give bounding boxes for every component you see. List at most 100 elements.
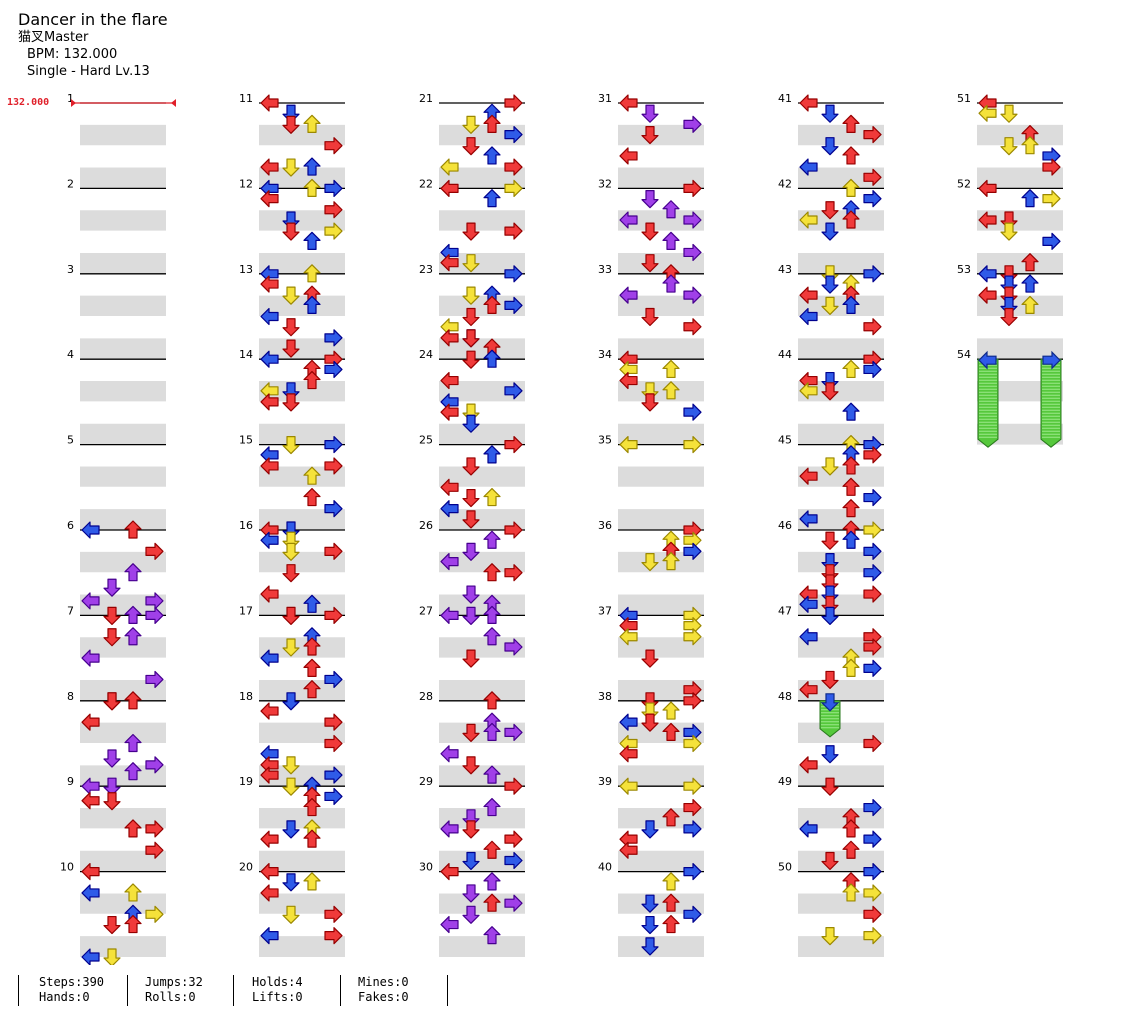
note-up-arrow bbox=[303, 178, 321, 197]
measure-number: 26 bbox=[419, 519, 433, 532]
beat-band bbox=[618, 807, 704, 829]
beat-band bbox=[259, 551, 345, 573]
measure-number: 10 bbox=[60, 861, 74, 874]
note-left-arrow bbox=[81, 713, 100, 731]
note-left-arrow bbox=[81, 649, 100, 667]
note-left-arrow bbox=[81, 592, 100, 610]
note-down-arrow bbox=[821, 201, 839, 220]
note-right-arrow bbox=[324, 329, 343, 347]
note-down-arrow bbox=[821, 296, 839, 315]
note-right-arrow bbox=[863, 488, 882, 507]
beat-band bbox=[618, 636, 704, 659]
note-down-arrow bbox=[462, 585, 480, 604]
note-down-arrow bbox=[641, 894, 659, 913]
beat-band bbox=[259, 892, 345, 915]
note-down-arrow bbox=[462, 414, 480, 433]
beat-band bbox=[798, 380, 884, 402]
note-up-arrow bbox=[842, 210, 860, 229]
note-right-arrow bbox=[324, 713, 343, 731]
note-left-arrow bbox=[260, 649, 279, 667]
beat-band bbox=[439, 209, 525, 232]
note-up-arrow bbox=[124, 914, 142, 934]
note-up-arrow bbox=[662, 701, 680, 720]
note-down-arrow bbox=[641, 125, 659, 145]
beat-band bbox=[259, 252, 345, 274]
beat-band bbox=[259, 209, 345, 232]
note-right-arrow bbox=[683, 905, 702, 923]
stats-col-steps: Steps:390 Hands:0 bbox=[39, 975, 104, 1005]
beat-band bbox=[618, 209, 704, 232]
note-left-arrow bbox=[619, 841, 638, 859]
beat-band bbox=[798, 252, 884, 274]
note-up-arrow bbox=[662, 722, 680, 741]
note-down-arrow bbox=[641, 190, 659, 209]
note-right-arrow bbox=[863, 905, 882, 923]
measure-number: 35 bbox=[598, 434, 612, 447]
measure-number: 48 bbox=[778, 690, 792, 703]
note-down-arrow bbox=[103, 749, 121, 768]
beat-band bbox=[259, 850, 345, 872]
note-right-arrow bbox=[863, 318, 882, 336]
note-down-arrow bbox=[462, 851, 480, 871]
note-down-arrow bbox=[821, 275, 839, 294]
measure-number: 33 bbox=[598, 263, 612, 276]
beat-band bbox=[618, 679, 704, 701]
beat-band bbox=[798, 764, 884, 787]
note-right-arrow bbox=[683, 628, 702, 646]
song-artist: 猫叉Master bbox=[18, 30, 89, 45]
note-right-arrow bbox=[504, 382, 523, 400]
beat-band bbox=[618, 295, 704, 317]
beat-band bbox=[618, 423, 704, 445]
note-left-arrow bbox=[260, 531, 279, 549]
note-right-arrow bbox=[504, 830, 523, 848]
note-up-arrow bbox=[483, 893, 501, 912]
stat-rolls: Rolls:0 bbox=[145, 990, 196, 1004]
note-right-arrow bbox=[683, 820, 702, 838]
beat-band bbox=[259, 636, 345, 659]
measure-number: 44 bbox=[778, 348, 792, 361]
measure-number: 36 bbox=[598, 519, 612, 532]
hold-head-down-arrow bbox=[820, 693, 840, 712]
note-right-arrow bbox=[145, 756, 164, 774]
note-down-arrow bbox=[103, 948, 121, 965]
note-up-arrow bbox=[303, 658, 321, 677]
note-left-arrow bbox=[440, 915, 459, 934]
measure-number: 20 bbox=[239, 861, 253, 874]
note-down-arrow bbox=[821, 531, 839, 550]
note-up-arrow bbox=[303, 637, 321, 656]
beat-band bbox=[439, 508, 525, 530]
note-down-arrow bbox=[282, 115, 300, 134]
measure-number: 23 bbox=[419, 263, 433, 276]
note-right-arrow bbox=[145, 905, 164, 923]
beat-band bbox=[798, 337, 884, 360]
note-left-arrow bbox=[260, 393, 279, 411]
measure-number: 37 bbox=[598, 604, 612, 617]
beat-band bbox=[439, 722, 525, 744]
beat-band bbox=[80, 465, 166, 488]
beat-band bbox=[80, 380, 166, 402]
beat-band bbox=[259, 380, 345, 402]
note-down-arrow bbox=[282, 606, 300, 626]
note-up-arrow bbox=[483, 691, 501, 710]
note-right-arrow bbox=[863, 798, 882, 817]
note-left-arrow bbox=[799, 382, 818, 400]
note-right-arrow bbox=[683, 542, 702, 560]
beat-band bbox=[618, 551, 704, 573]
beat-band bbox=[798, 807, 884, 829]
note-up-arrow bbox=[483, 487, 501, 507]
song-title: Dancer in the flare bbox=[18, 10, 168, 29]
note-left-arrow bbox=[440, 552, 459, 571]
note-right-arrow bbox=[504, 638, 523, 656]
beat-band bbox=[618, 465, 704, 488]
note-left-arrow bbox=[978, 104, 997, 122]
hold-head-right-arrow bbox=[1042, 350, 1061, 370]
beat-band bbox=[798, 124, 884, 146]
note-down-arrow bbox=[641, 104, 659, 123]
note-right-arrow bbox=[324, 436, 343, 454]
note-right-arrow bbox=[683, 243, 702, 262]
beat-band bbox=[798, 209, 884, 232]
note-right-arrow bbox=[683, 211, 702, 229]
beat-band bbox=[798, 636, 884, 659]
note-down-arrow bbox=[282, 436, 300, 455]
measure-number: 43 bbox=[778, 263, 792, 276]
